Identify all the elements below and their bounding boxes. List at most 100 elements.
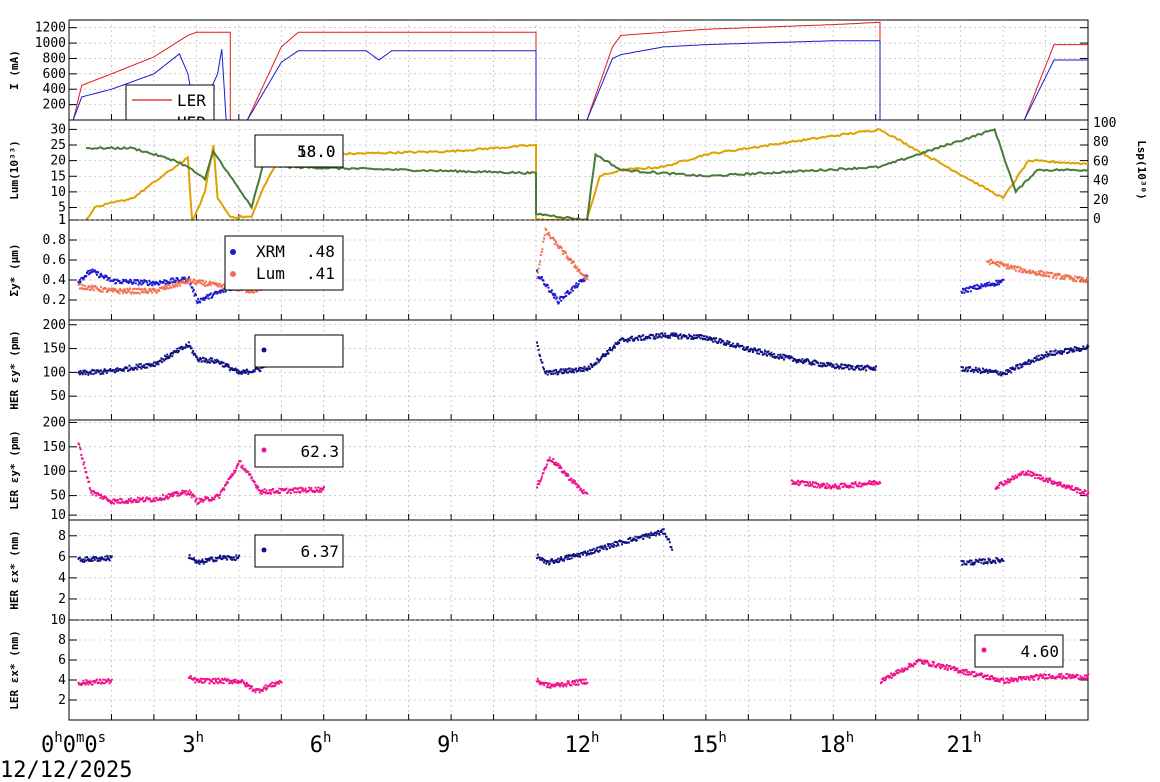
data-point (954, 666, 957, 669)
data-point (193, 676, 196, 679)
data-point (975, 672, 978, 675)
data-point (98, 494, 101, 497)
data-point (200, 680, 203, 683)
data-point (582, 553, 584, 556)
data-point (201, 283, 204, 286)
data-point (221, 365, 224, 368)
data-point (185, 282, 187, 285)
data-point (142, 281, 145, 284)
data-point (980, 283, 983, 286)
data-point (542, 240, 545, 243)
data-point (1042, 354, 1044, 357)
data-point (127, 290, 130, 293)
data-point (622, 338, 625, 341)
data-point (539, 358, 542, 361)
data-point (812, 485, 815, 488)
data-point (248, 687, 251, 690)
data-point (86, 287, 89, 290)
data-point (957, 671, 960, 674)
data-point (95, 557, 98, 560)
data-point (207, 497, 209, 499)
data-point (900, 670, 903, 672)
data-point (1027, 270, 1030, 273)
data-point (317, 486, 320, 489)
data-point (936, 664, 939, 667)
data-point (826, 486, 829, 489)
data-point (203, 298, 206, 301)
data-point (563, 470, 566, 473)
data-point (93, 681, 96, 684)
data-point (654, 337, 657, 340)
data-point (997, 261, 1000, 264)
data-point (546, 684, 549, 686)
data-point (688, 333, 691, 336)
data-point (556, 300, 559, 303)
data-point (839, 365, 842, 368)
y-tick-label: 1000 (35, 36, 66, 51)
data-point (260, 366, 263, 369)
data-point (150, 281, 153, 284)
data-point (709, 338, 712, 341)
data-point (1054, 272, 1057, 275)
data-point (105, 496, 108, 499)
data-point (118, 501, 121, 504)
data-point (712, 340, 715, 343)
data-point (595, 548, 598, 551)
value-marker (261, 347, 267, 353)
data-point (613, 344, 616, 347)
data-point (213, 498, 216, 501)
data-point (168, 496, 171, 499)
data-point (814, 481, 817, 484)
data-point (757, 348, 760, 351)
data-point (1084, 677, 1087, 680)
data-point (78, 278, 81, 281)
data-point (826, 363, 829, 366)
data-point (1081, 277, 1084, 279)
data-point (238, 554, 241, 557)
data-point (574, 284, 577, 287)
data-point (860, 482, 863, 485)
data-point (204, 560, 207, 563)
data-point (584, 678, 587, 681)
data-point (816, 486, 819, 489)
data-point (986, 562, 989, 565)
data-point (548, 562, 551, 565)
data-point (1025, 472, 1028, 475)
data-point (1026, 362, 1029, 365)
data-point (1030, 361, 1032, 364)
data-point (193, 294, 196, 297)
data-point (91, 368, 94, 371)
data-point (554, 684, 557, 687)
data-point (1015, 677, 1018, 680)
data-point (1003, 264, 1006, 267)
data-point (1009, 264, 1012, 267)
data-point (982, 562, 985, 565)
data-point (221, 285, 224, 288)
data-point (1005, 369, 1008, 372)
value-marker (981, 647, 987, 653)
data-point (668, 335, 671, 337)
y-axis-title: I (mA) (8, 50, 21, 90)
data-point (900, 667, 903, 670)
data-point (892, 672, 895, 675)
data-point (577, 369, 580, 372)
data-point (107, 679, 110, 682)
x-tick-label-15: 15h (692, 730, 727, 758)
data-point (1070, 674, 1073, 677)
data-point (640, 339, 643, 341)
data-point (1051, 480, 1054, 483)
data-point (621, 543, 623, 546)
data-point (1039, 273, 1042, 276)
data-point (538, 680, 541, 683)
data-point (543, 370, 546, 373)
data-point (570, 288, 573, 291)
data-point (217, 494, 220, 497)
data-point (149, 497, 151, 500)
data-point (546, 373, 549, 376)
data-point (568, 292, 571, 295)
data-point (587, 367, 589, 370)
data-point (93, 269, 96, 272)
data-point (209, 292, 212, 295)
data-point (135, 363, 138, 366)
data-point (749, 350, 751, 353)
